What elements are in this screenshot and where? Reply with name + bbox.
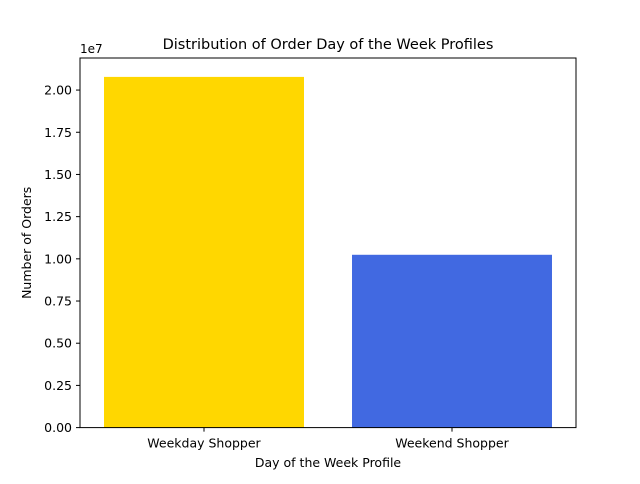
bars-group — [104, 76, 552, 428]
y-tick-label: 0.00 — [44, 420, 72, 435]
x-tick-label: Weekend Shopper — [395, 436, 509, 451]
y-axis-offset-label: 1e7 — [80, 42, 103, 56]
y-tick-label: 0.75 — [44, 294, 72, 309]
y-tick-label: 1.25 — [44, 209, 72, 224]
chart-title: Distribution of Order Day of the Week Pr… — [163, 37, 494, 53]
bar-weekday-shopper — [104, 76, 304, 428]
x-axis-label: Day of the Week Profile — [255, 455, 402, 470]
y-axis-label: Number of Orders — [19, 187, 34, 299]
x-axis-ticks: Weekday Shopper Weekend Shopper — [147, 427, 510, 451]
bar-weekend-shopper — [352, 254, 552, 428]
y-tick-label: 1.50 — [44, 167, 72, 182]
y-tick-label: 1.00 — [44, 251, 72, 266]
plot-frame — [79, 57, 577, 429]
y-axis-ticks: 0.00 0.25 0.50 0.75 1.00 1.25 1.50 1.75 2.00 — [44, 83, 80, 435]
y-tick-label: 1.75 — [44, 125, 72, 140]
y-tick-label: 2.00 — [44, 83, 72, 98]
y-tick-label: 0.25 — [44, 378, 72, 393]
y-tick-label: 0.50 — [44, 336, 72, 351]
x-tick-label: Weekday Shopper — [147, 436, 261, 451]
